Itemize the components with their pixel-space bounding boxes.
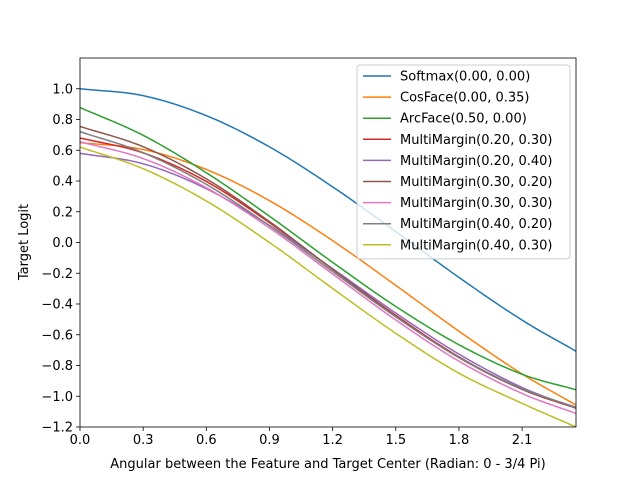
legend-label: MultiMargin(0.20, 0.40) <box>400 154 552 169</box>
series-line-7 <box>80 130 576 409</box>
y-tick-label: 0.6 <box>52 144 73 159</box>
x-tick-label: 1.8 <box>449 433 470 448</box>
legend-label: CosFace(0.00, 0.35) <box>400 91 530 106</box>
series-line-2 <box>80 106 576 391</box>
x-tick-label: 2.1 <box>512 433 533 448</box>
x-tick-label: 0.3 <box>133 433 154 448</box>
y-tick-label: 0.4 <box>52 175 73 190</box>
y-axis-label: Target Logit <box>17 204 32 281</box>
y-axis-ticks: −1.2 −1.0 −0.8 −0.6 −0.4 −0.2 0.0 0.2 0.4 0.6 0.8 1… <box>41 82 80 436</box>
legend-label: ArcFace(0.50, 0.00) <box>400 112 527 127</box>
series-line-6 <box>80 141 576 415</box>
y-tick-label: 1.0 <box>52 82 73 97</box>
legend-label: MultiMargin(0.40, 0.20) <box>400 217 552 232</box>
legend-label: MultiMargin(0.30, 0.20) <box>400 175 552 190</box>
y-tick-label: −0.2 <box>41 267 73 282</box>
x-axis-ticks: 0.0 0.3 0.6 0.9 1.2 1.5 1.8 2.1 <box>70 427 533 448</box>
legend: Softmax(0.00, 0.00) CosFace(0.00, 0.35) Ar… <box>356 64 571 260</box>
plot-lines <box>80 88 576 427</box>
x-tick-label: 0.6 <box>196 433 217 448</box>
series-line-1 <box>80 141 576 406</box>
series-line-0 <box>80 88 576 352</box>
legend-label: MultiMargin(0.20, 0.30) <box>400 133 552 148</box>
legend-label: MultiMargin(0.40, 0.30) <box>400 238 552 253</box>
legend-box <box>356 64 571 260</box>
y-tick-label: 0.2 <box>52 205 73 220</box>
series-line-8 <box>80 146 576 427</box>
y-tick-label: −1.2 <box>41 421 73 436</box>
y-tick-label: 0.8 <box>52 113 73 128</box>
y-tick-label: −0.6 <box>41 328 73 343</box>
x-tick-label: 1.2 <box>322 433 343 448</box>
y-tick-label: −0.8 <box>41 359 73 374</box>
legend-label: Softmax(0.00, 0.00) <box>400 70 530 85</box>
legend-label: MultiMargin(0.30, 0.30) <box>400 196 552 211</box>
x-axis-label: Angular between the Feature and Target C… <box>110 457 545 472</box>
y-tick-label: −1.0 <box>41 390 73 405</box>
y-tick-label: 0.0 <box>52 236 73 251</box>
y-tick-label: −0.4 <box>41 298 73 313</box>
x-tick-label: 0.9 <box>259 433 280 448</box>
x-tick-label: 0.0 <box>70 433 91 448</box>
x-tick-label: 1.5 <box>385 433 406 448</box>
